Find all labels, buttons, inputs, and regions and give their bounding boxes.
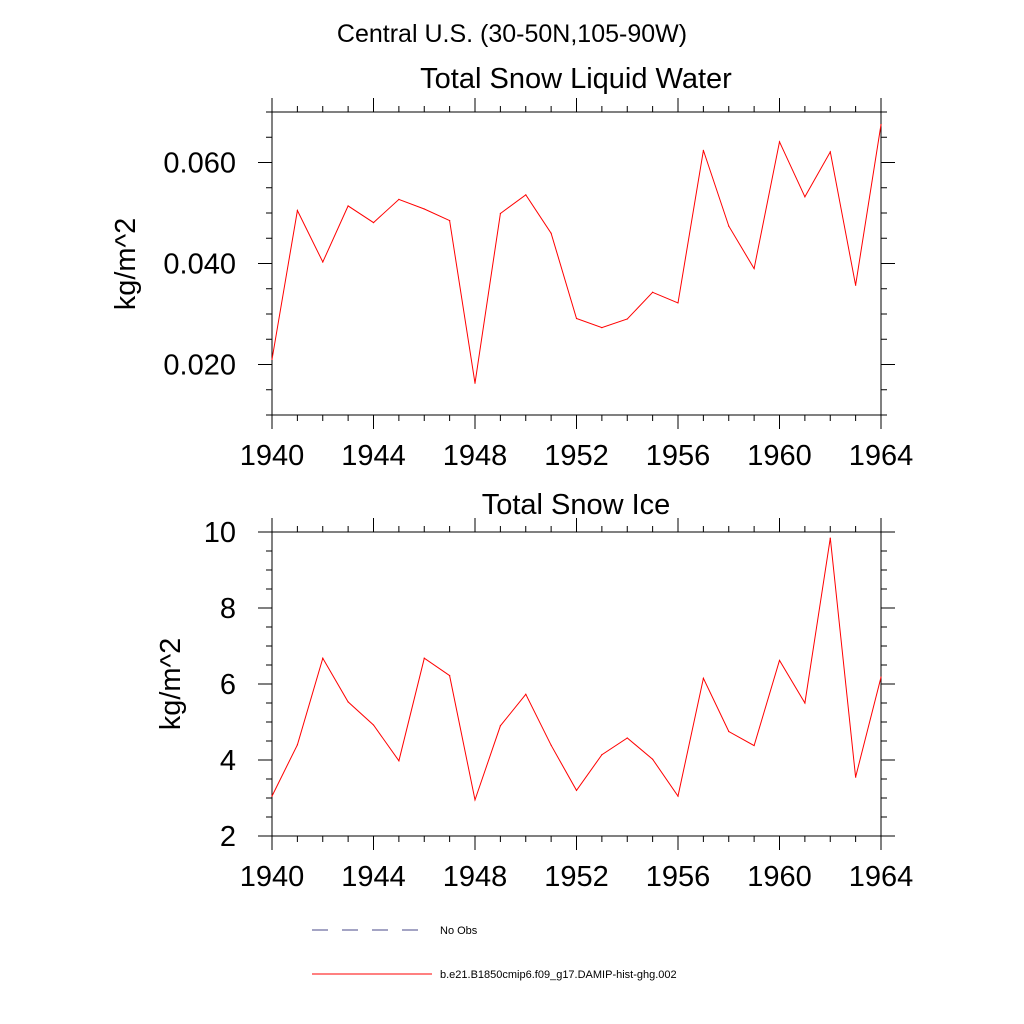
y-tick-label: 8 — [220, 593, 236, 625]
data-point — [702, 677, 704, 679]
x-tick-label: 1952 — [544, 440, 609, 472]
data-point — [728, 225, 730, 227]
x-tick-label: 1940 — [240, 440, 305, 472]
data-point — [804, 702, 806, 704]
data-point — [271, 795, 273, 797]
data-point — [550, 232, 552, 234]
data-point — [296, 209, 298, 212]
data-point — [702, 149, 704, 151]
data-point — [575, 317, 578, 320]
data-point — [880, 124, 882, 126]
x-tick-label: 1944 — [341, 861, 406, 893]
data-point — [855, 284, 857, 286]
data-point — [423, 657, 425, 659]
bottom-panel-plot: 1940 1944 1948 1952 1956 1960 1964 2 4 6 8 10 — [204, 517, 914, 893]
data-point — [753, 267, 755, 270]
data-point — [778, 659, 781, 662]
data-point — [499, 725, 501, 727]
top-panel: Total Snow Liquid Water 1940 1944 1948 1952… — [110, 63, 913, 472]
data-point — [398, 198, 400, 200]
data-point — [829, 537, 831, 539]
data-point — [652, 758, 654, 760]
data-point — [398, 760, 400, 762]
y-tick-label: 2 — [220, 821, 236, 853]
top-panel-title: Total Snow Liquid Water — [420, 63, 732, 95]
figure-title: Central U.S. (30-50N,105-90W) — [337, 20, 687, 48]
x-tick-label: 1960 — [747, 861, 812, 893]
bottom-panel-ylabel: kg/m^2 — [155, 638, 187, 731]
data-point — [296, 744, 298, 746]
x-tick-label: 1940 — [240, 861, 305, 893]
data-point — [601, 754, 603, 756]
y-tick-label: 10 — [204, 517, 236, 549]
data-point — [372, 724, 375, 726]
data-point — [322, 657, 324, 659]
data-point — [525, 693, 527, 695]
y-tick-label: 0.060 — [163, 148, 236, 180]
data-point — [474, 382, 476, 384]
data-point — [449, 675, 451, 677]
data-point — [372, 221, 375, 224]
data-point — [423, 208, 425, 210]
x-tick-label: 1948 — [443, 440, 508, 472]
data-point — [499, 212, 501, 215]
x-tick-label: 1944 — [341, 440, 406, 472]
legend: No Obs b.e21.B1850cmip6.f09_g17.DAMIP-hi… — [312, 925, 677, 981]
y-tick-label: 4 — [220, 745, 236, 777]
series-line — [271, 124, 882, 384]
x-tick-label: 1960 — [747, 440, 812, 472]
data-point — [880, 676, 882, 678]
x-tick-label: 1956 — [646, 861, 711, 893]
x-tick-label: 1956 — [646, 440, 711, 472]
data-point — [550, 744, 552, 746]
y-tick-label: 0.020 — [163, 350, 236, 382]
data-point — [575, 789, 578, 792]
x-tick-label: 1952 — [544, 861, 609, 893]
data-point — [829, 151, 831, 153]
data-point — [322, 261, 324, 263]
plot-frame — [271, 111, 882, 416]
data-point — [601, 327, 603, 329]
data-point — [778, 141, 781, 143]
data-point — [753, 744, 755, 747]
bottom-panel: Total Snow Ice 1940 1944 1948 1952 1956 1960 1… — [155, 489, 913, 893]
y-tick-label: 0.040 — [163, 249, 236, 281]
top-panel-plot: 1940 1944 1948 1952 1956 1960 1964 0.020 0.040 0.… — [163, 98, 913, 472]
data-point — [626, 318, 628, 320]
legend-obs-label: No Obs — [440, 925, 478, 937]
data-point — [652, 291, 654, 293]
data-point — [525, 194, 527, 196]
x-tick-label: 1964 — [849, 440, 914, 472]
data-point — [449, 219, 451, 222]
data-point — [728, 730, 730, 733]
bottom-panel-title: Total Snow Ice — [482, 489, 671, 521]
data-point — [677, 302, 679, 304]
data-point — [271, 358, 273, 361]
data-point — [474, 799, 476, 801]
data-point — [677, 795, 679, 797]
data-point — [347, 701, 349, 703]
data-point — [626, 737, 628, 739]
data-point — [804, 196, 806, 198]
legend-model-label: b.e21.B1850cmip6.f09_g17.DAMIP-hist-ghg.… — [440, 969, 677, 981]
x-tick-label: 1964 — [849, 861, 914, 893]
series-line — [271, 538, 882, 802]
top-panel-ylabel: kg/m^2 — [110, 218, 142, 311]
data-point — [855, 776, 857, 778]
data-point — [347, 205, 349, 207]
y-tick-label: 6 — [220, 669, 236, 701]
x-tick-label: 1948 — [443, 861, 508, 893]
